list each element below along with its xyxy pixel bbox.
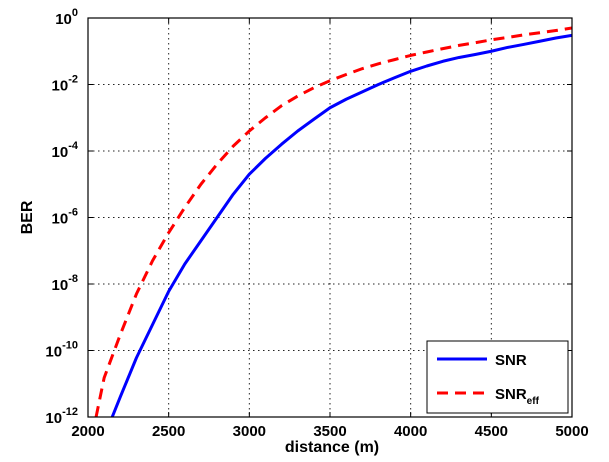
y-tick-label: 10-12 [45, 406, 78, 427]
x-tick-label: 3000 [233, 423, 266, 440]
y-tick-labels: 100 10-2 10-4 10-6 10-8 10-10 10-12 [45, 7, 78, 427]
x-axis-label: distance (m) [285, 439, 379, 456]
series-line-snreff [94, 26, 572, 417]
x-tick-label: 5000 [555, 423, 588, 440]
legend: SNR SNReff [426, 340, 569, 414]
x-tick-label: 4000 [394, 423, 427, 440]
x-tick-label: 4500 [475, 423, 508, 440]
legend-label: SNR [495, 352, 527, 369]
y-axis-label: BER [19, 200, 36, 234]
legend-label: SNReff [495, 386, 540, 407]
y-tick-label: 10-6 [52, 207, 78, 228]
y-tick-label: 10-4 [52, 140, 79, 161]
series-line-snr [110, 33, 572, 417]
x-tick-label: 2000 [71, 423, 104, 440]
y-tick-label: 100 [55, 7, 78, 28]
x-tick-label: 2500 [152, 423, 185, 440]
y-tick-label: 10-8 [52, 273, 78, 294]
legend-box [426, 340, 569, 414]
axis-ticks [87, 17, 573, 418]
y-tick-label: 10-10 [45, 340, 78, 361]
x-tick-labels: 2000 2500 3000 3500 4000 4500 5000 [71, 423, 588, 440]
grid-lines [88, 18, 572, 417]
x-tick-label: 3500 [313, 423, 346, 440]
y-tick-label: 10-2 [52, 74, 78, 95]
series-lines [94, 26, 572, 417]
